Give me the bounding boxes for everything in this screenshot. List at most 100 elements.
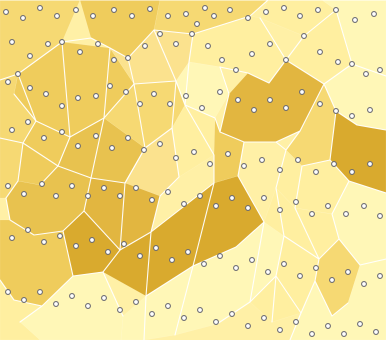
map-node — [147, 6, 153, 12]
road-23 — [283, 235, 340, 260]
map-node — [267, 97, 273, 103]
map-node — [151, 91, 157, 97]
map-node — [331, 161, 337, 167]
map-node — [142, 43, 148, 49]
map-node — [69, 293, 75, 299]
map-node — [153, 245, 159, 251]
map-node — [341, 331, 347, 337]
map-node — [352, 17, 358, 23]
map-node — [39, 181, 45, 187]
map-node — [165, 13, 171, 19]
map-node — [357, 321, 363, 327]
map-node — [57, 233, 63, 239]
map-node — [25, 227, 31, 233]
map-node — [5, 79, 11, 85]
map-node — [301, 33, 307, 39]
map-node — [167, 101, 173, 107]
map-node — [219, 57, 225, 63]
map-node — [227, 7, 233, 13]
map-node — [9, 127, 15, 133]
map-node — [377, 273, 383, 279]
map-node — [367, 161, 373, 167]
road-15 — [348, 180, 386, 194]
map-node — [199, 105, 205, 111]
road-31 — [192, 246, 237, 267]
map-node — [181, 201, 187, 207]
road-19 — [0, 279, 43, 307]
map-node — [265, 269, 271, 275]
map-node — [373, 329, 379, 335]
map-node — [217, 253, 223, 259]
map-node — [95, 41, 101, 47]
road-18 — [5, 197, 64, 236]
map-node — [259, 157, 265, 163]
road-3 — [39, 41, 71, 186]
map-node — [197, 307, 203, 313]
map-node — [261, 195, 267, 201]
map-node — [111, 7, 117, 13]
map-node — [297, 13, 303, 19]
map-node — [317, 49, 323, 55]
map-node — [241, 163, 247, 169]
map-node — [361, 203, 367, 209]
map-node — [233, 265, 239, 271]
road-21 — [235, 221, 265, 248]
map-node — [89, 237, 95, 243]
map-node — [45, 41, 51, 47]
map-node — [85, 193, 91, 199]
map-node — [367, 107, 373, 113]
map-node — [183, 11, 189, 17]
road-29 — [275, 141, 287, 151]
map-node — [371, 11, 377, 17]
map-node — [149, 197, 155, 203]
map-node — [245, 15, 251, 21]
map-node — [283, 57, 289, 63]
map-node — [41, 239, 47, 245]
map-node — [363, 71, 369, 77]
map-node — [59, 129, 65, 135]
map-node — [21, 191, 27, 197]
map-node — [205, 43, 211, 49]
map-node — [335, 59, 341, 65]
road-22 — [249, 275, 302, 314]
map-node — [43, 91, 49, 97]
map-node — [249, 257, 255, 263]
road-24 — [314, 280, 349, 317]
map-node — [53, 193, 59, 199]
map-node — [59, 103, 65, 109]
map-node — [207, 161, 213, 167]
map-node — [197, 193, 203, 199]
map-node — [225, 151, 231, 157]
road-27 — [285, 35, 305, 61]
map-node — [293, 319, 299, 325]
map-node — [59, 39, 65, 45]
map-node — [173, 155, 179, 161]
map-node — [109, 145, 115, 151]
map-node — [267, 41, 273, 47]
map-node — [361, 281, 367, 287]
map-node — [261, 315, 267, 321]
road-26 — [303, 9, 337, 37]
road-6 — [143, 29, 180, 340]
map-node — [249, 51, 255, 57]
road-11 — [323, 9, 386, 266]
map-node — [20, 15, 26, 21]
map-node — [211, 13, 217, 19]
map-node — [333, 108, 339, 114]
map-node — [313, 265, 319, 271]
map-node — [54, 13, 60, 19]
map-node — [377, 213, 383, 219]
map-node — [251, 107, 257, 113]
map-node — [283, 105, 289, 111]
map-node — [201, 261, 207, 267]
map-node — [309, 331, 315, 337]
map-node — [245, 323, 251, 329]
map-node — [293, 199, 299, 205]
map-node — [229, 195, 235, 201]
map-node — [349, 169, 355, 175]
road-8 — [216, 66, 265, 325]
map-node — [263, 9, 269, 15]
map-node — [3, 9, 9, 15]
